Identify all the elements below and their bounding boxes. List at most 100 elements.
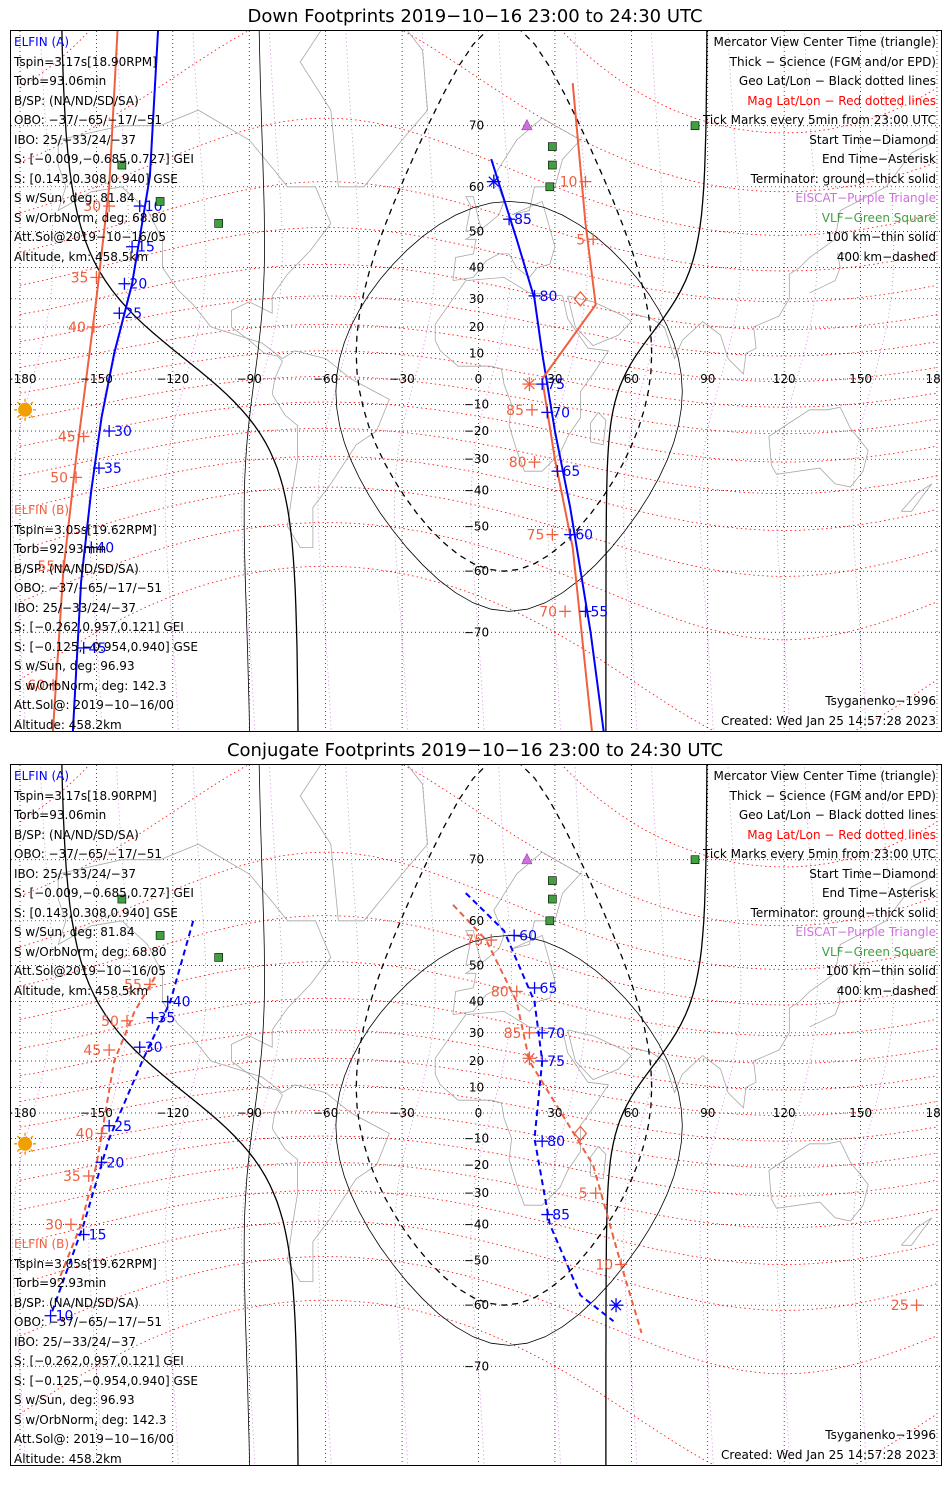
elfin-info-line: S w/OrbNorm, deg: 68.80 bbox=[14, 210, 167, 225]
elfin-name: ELFIN (A) bbox=[14, 769, 70, 783]
elfin-b-tick-label: 80 bbox=[491, 984, 509, 1000]
elfin-a-tick-label: 70 bbox=[552, 405, 570, 421]
lon-label: 120 bbox=[773, 372, 796, 386]
elfin-a-tick-label: 75 bbox=[547, 377, 565, 393]
elfin-b-info: ELFIN (B) Tspin=3.05s[19.62RPM] Torb=92.93… bbox=[14, 501, 198, 732]
elfin-a-tick-label: 25 bbox=[114, 1119, 132, 1135]
end-asterisk bbox=[610, 1299, 622, 1311]
sun-icon bbox=[18, 402, 33, 417]
elfin-b-tick-label: 50 bbox=[50, 470, 68, 486]
vlf-square bbox=[690, 855, 700, 865]
lon-label: 60 bbox=[624, 372, 639, 386]
elfin-a-tick-label: 20 bbox=[107, 1155, 125, 1171]
elfin-info-line: S: [−0.009,−0.685,0.727] GEI bbox=[14, 886, 194, 900]
mag-parallel bbox=[19, 765, 938, 927]
mag-parallel bbox=[19, 851, 938, 970]
lat-label: −60 bbox=[464, 1298, 489, 1312]
mag-meridian bbox=[164, 765, 207, 1465]
sun-ray bbox=[16, 1135, 20, 1139]
elfin-a-tick-label: 65 bbox=[562, 464, 580, 480]
lon-label: −90 bbox=[237, 372, 262, 386]
elfin-info-line: S: [−0.125,−0.954,0.940] GSE bbox=[14, 1373, 198, 1388]
legend-entry: Mag Lat/Lon − Red dotted lines bbox=[747, 93, 936, 108]
elfin-a-tick-label: 65 bbox=[540, 981, 558, 997]
legend-entry: VLF−Green Square bbox=[821, 944, 936, 959]
legend-entry: Terminator: ground−thick solid bbox=[750, 171, 936, 186]
lat-label: −30 bbox=[464, 1186, 489, 1200]
lat-label: 60 bbox=[469, 180, 484, 194]
elfin-info-line: S w/Sun, deg: 96.93 bbox=[14, 1393, 135, 1407]
legend-entry: EISCAT−Purple Triangle bbox=[795, 925, 936, 939]
elfin-info-line: OBO: −37/−65/−17/−51 bbox=[14, 1315, 162, 1329]
elfin-info-line: IBO: 25/−33/24/−37 bbox=[14, 866, 136, 881]
elfin-b-tick-label: 55 bbox=[124, 977, 142, 993]
mag-parallel bbox=[19, 1256, 938, 1375]
bottom-panel-title: Conjugate Footprints 2019−10−16 23:00 to… bbox=[226, 740, 724, 761]
elfin-b-tick-label: 40 bbox=[68, 320, 86, 336]
coastline bbox=[900, 1217, 933, 1246]
elfin-a-info: ELFIN (A) Tspin=3.17s[18.90RPM] Torb=93.06… bbox=[14, 767, 194, 1001]
lon-label: 30 bbox=[547, 372, 562, 386]
elfin-info-line: S: [0.143,0.308,0.940] GSE bbox=[14, 905, 178, 920]
elfin-info-line: S w/Sun, deg: 81.84 bbox=[14, 191, 135, 205]
terminator-line bbox=[605, 31, 708, 731]
elfin-a-tick-label: 70 bbox=[547, 1026, 565, 1042]
elfin-a-tick-label: 55 bbox=[590, 604, 608, 620]
elfin-info-line: S w/OrbNorm, deg: 142.3 bbox=[14, 678, 167, 693]
elfin-b-tick-label: 55 bbox=[37, 559, 55, 575]
mag-meridian bbox=[11, 31, 54, 731]
elfin-info-line: Torb=92.93min bbox=[14, 1276, 107, 1290]
dashed-400km-line bbox=[355, 31, 653, 572]
sun-ray bbox=[30, 1135, 34, 1139]
coastline bbox=[299, 31, 429, 188]
elfin-info-line: Altitude: 458.2km bbox=[14, 717, 122, 732]
elfin-a-info: ELFIN (A) Tspin=3.17s[18.90RPM] Torb=93.06… bbox=[14, 33, 194, 267]
lon-label: −150 bbox=[80, 1106, 113, 1120]
lon-label: −30 bbox=[389, 1106, 414, 1120]
coastline bbox=[434, 276, 610, 472]
elfin-a-track-west bbox=[49, 920, 195, 1317]
lon-label: 90 bbox=[700, 1106, 715, 1120]
legend-entry: VLF−Green Square bbox=[821, 210, 936, 225]
legend: Mercator View Center Time (triangle) Thic… bbox=[703, 767, 936, 1001]
lat-label: −20 bbox=[464, 424, 489, 438]
elfin-b-tick-label: 35 bbox=[63, 1169, 81, 1185]
elfin-a-track-west bbox=[71, 31, 160, 731]
lon-label: 0 bbox=[475, 372, 483, 386]
lon-label: −30 bbox=[389, 372, 414, 386]
map-svg: 4035302520151060657075808555504540353075… bbox=[11, 765, 941, 1465]
mag-parallel bbox=[19, 117, 938, 236]
coastline bbox=[299, 765, 429, 922]
mag-meridian bbox=[546, 765, 589, 1465]
elfin-info-line: Altitude, km: 458.5km bbox=[14, 249, 149, 264]
terminator-line bbox=[61, 765, 299, 1465]
coastline bbox=[768, 1140, 869, 1222]
legend-entry: Geo Lat/Lon − Black dotted lines bbox=[738, 74, 936, 88]
elfin-info-line: Altitude, km: 458.5km bbox=[14, 983, 149, 998]
lon-label: −180 bbox=[11, 1106, 36, 1120]
elfin-a-track-east bbox=[465, 892, 615, 1322]
elfin-info-line: S: [−0.125,−0.954,0.940] GSE bbox=[14, 639, 198, 654]
thin-100km-line bbox=[335, 934, 683, 1346]
coastline bbox=[809, 253, 848, 294]
elfin-info-line: S: [0.143,0.308,0.940] GSE bbox=[14, 171, 178, 186]
elfin-info-line: IBO: 25/−33/24/−37 bbox=[14, 132, 136, 147]
mag-parallel bbox=[19, 997, 938, 1065]
elfin-a-tick-label: 20 bbox=[129, 277, 147, 293]
top-panel-title: Down Footprints 2019−10−16 23:00 to 24:3… bbox=[247, 6, 703, 27]
elfin-b-tick-label: 80 bbox=[509, 455, 527, 471]
vlf-square bbox=[155, 931, 165, 940]
elfin-b-tick-label: 85 bbox=[504, 1026, 522, 1042]
dashed-400km-line bbox=[355, 765, 653, 1306]
elfin-a-track-east bbox=[490, 158, 605, 731]
legend-entry: Start Time−Diamond bbox=[809, 132, 936, 147]
eiscat-triangle bbox=[521, 852, 533, 865]
mag-meridian bbox=[394, 765, 436, 1465]
model-credit: Tsyganenko−1996 Created: Wed Jan 25 14:57… bbox=[721, 692, 936, 731]
mag-meridian bbox=[623, 31, 665, 731]
sun-ray bbox=[16, 414, 20, 419]
lat-label: −20 bbox=[464, 1158, 489, 1172]
elfin-b-tick-label: 30 bbox=[83, 199, 101, 215]
elfin-b-tick-label: 5 bbox=[576, 232, 585, 248]
elfin-a-tick-label: 25 bbox=[124, 306, 142, 322]
